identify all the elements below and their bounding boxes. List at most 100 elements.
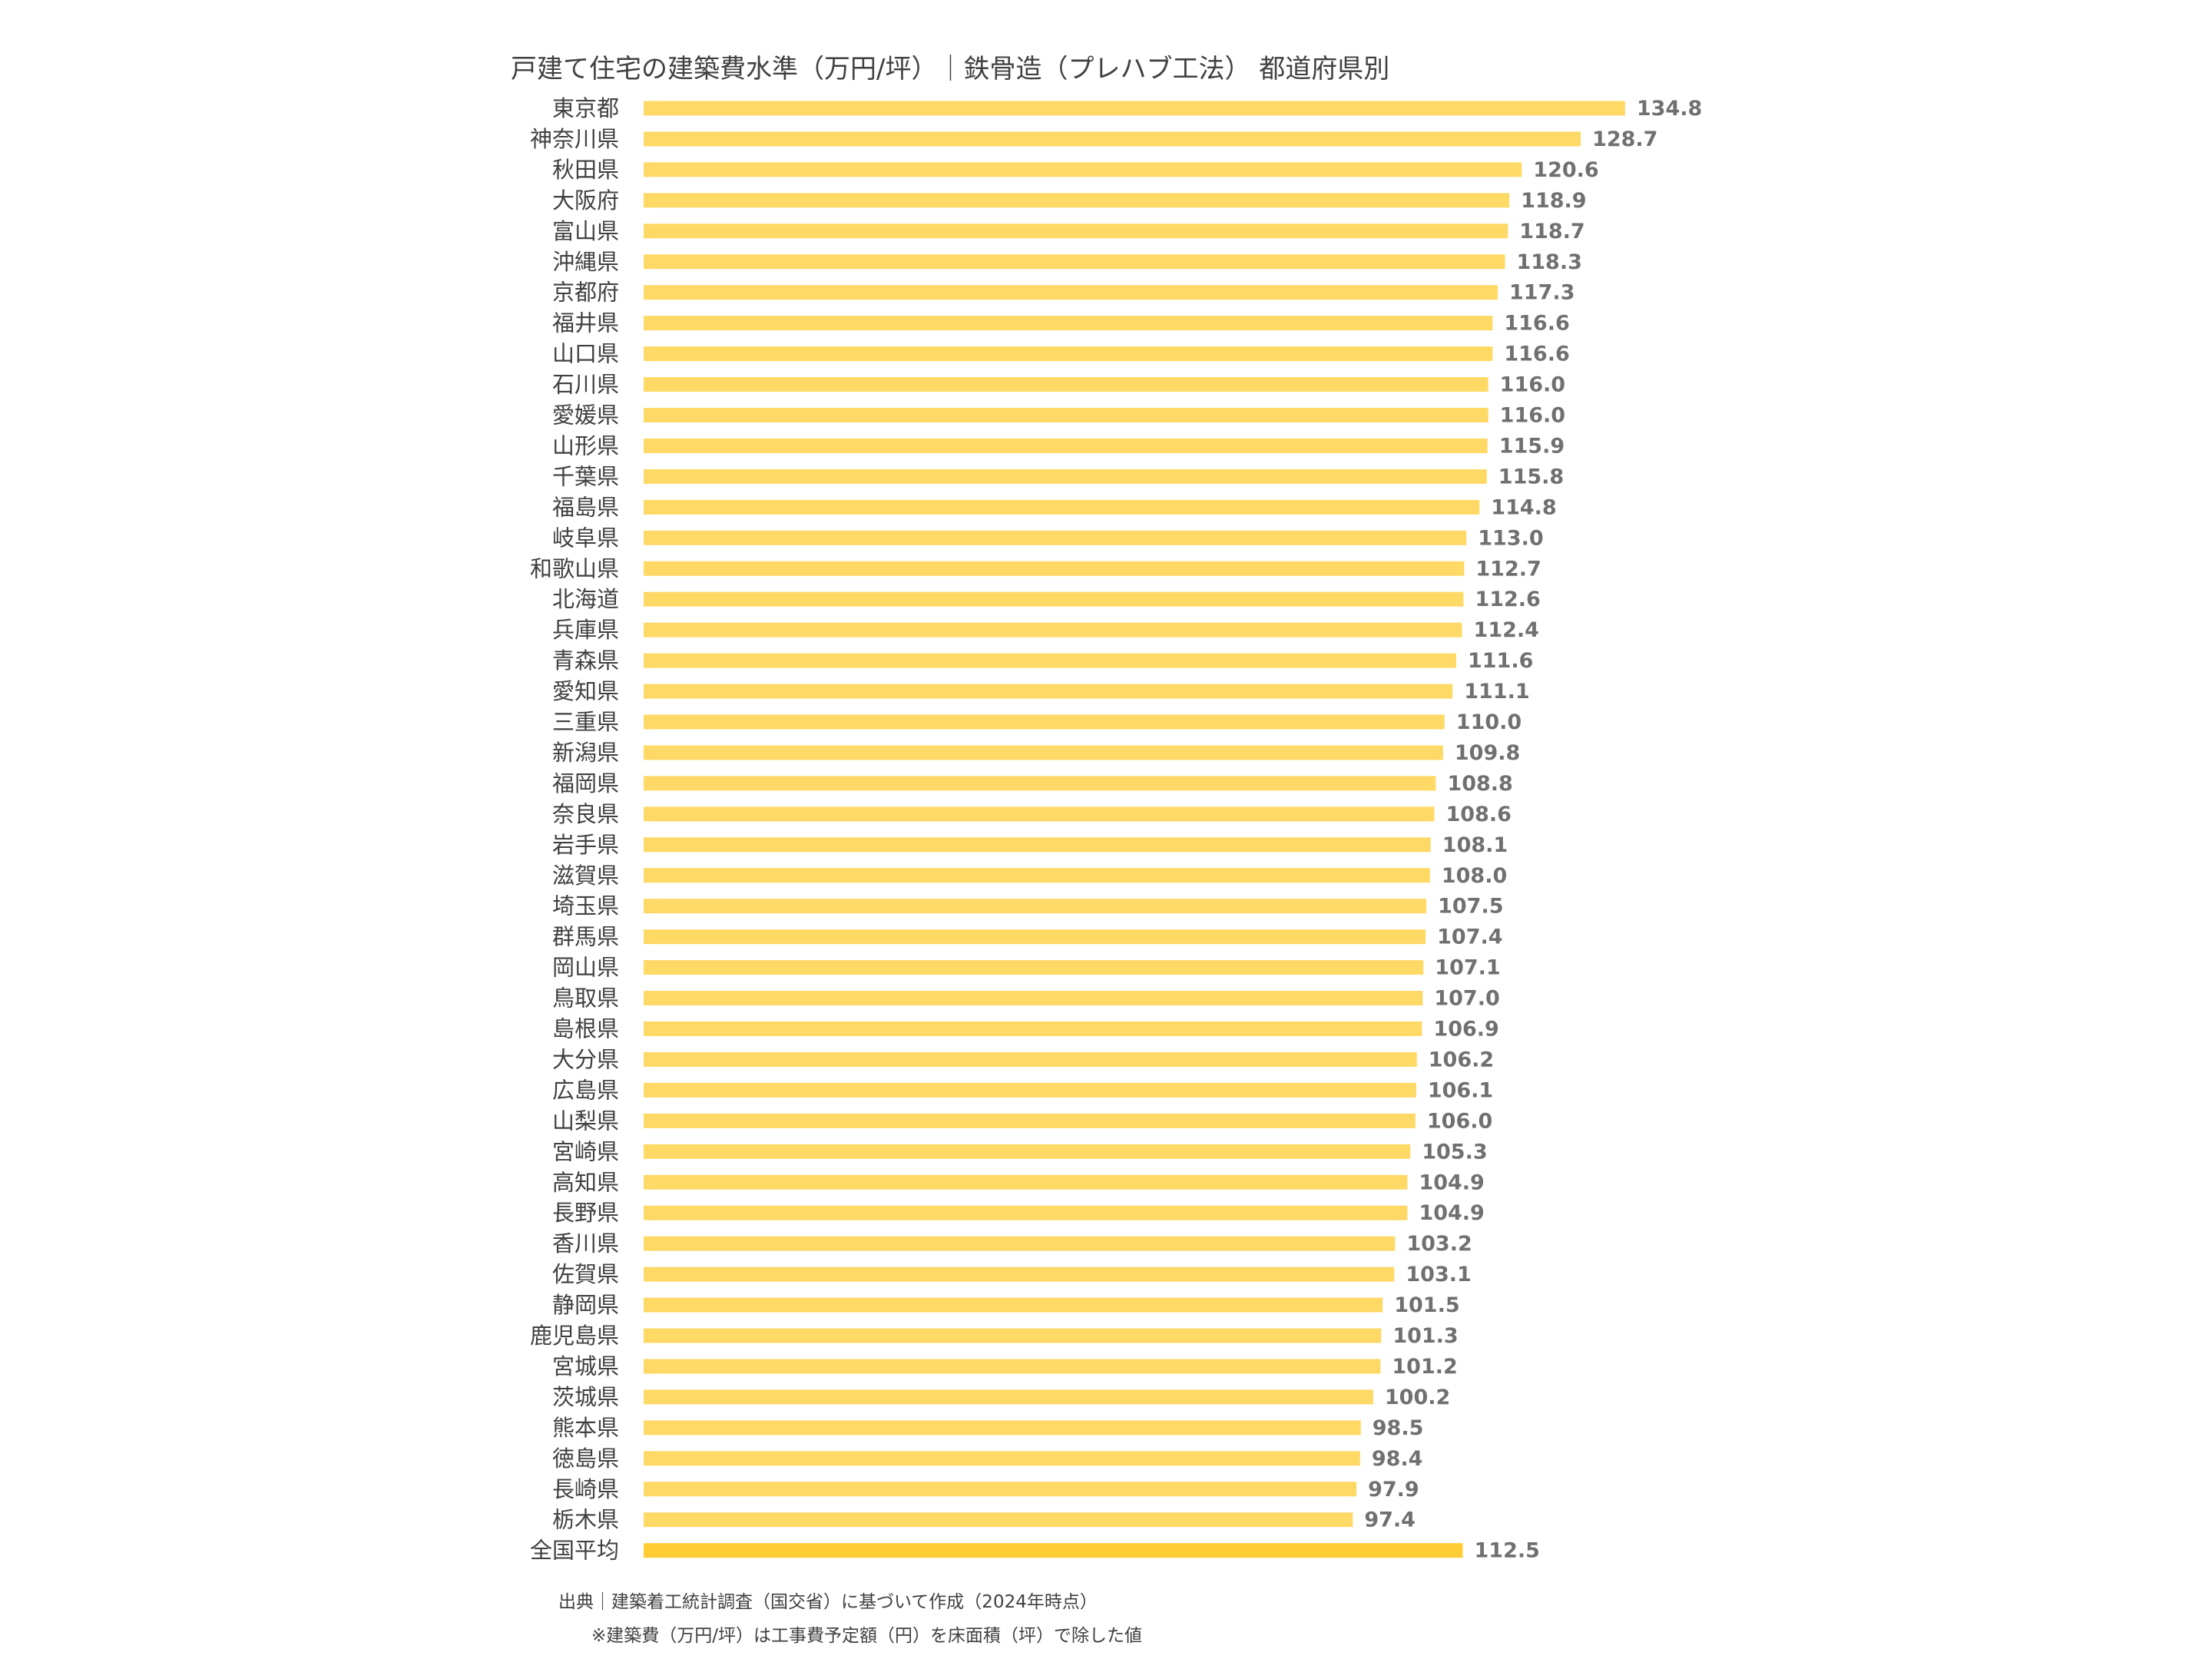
- category-label: 全国平均: [530, 1538, 619, 1564]
- category-label: 三重県: [552, 709, 619, 735]
- category-label: 静岡県: [552, 1292, 619, 1318]
- value-label: 112.4: [1474, 618, 1539, 642]
- category-label: 岡山県: [552, 955, 619, 981]
- value-label: 116.6: [1504, 312, 1569, 336]
- bar: [644, 224, 1508, 239]
- bar: [644, 162, 1522, 177]
- bar: [644, 929, 1426, 945]
- value-label: 108.6: [1446, 803, 1512, 826]
- bar: [644, 684, 1453, 699]
- bar: [644, 469, 1487, 484]
- bar: [644, 1451, 1360, 1466]
- category-label: 鳥取県: [552, 985, 619, 1012]
- value-label: 105.3: [1422, 1140, 1487, 1164]
- bar: [644, 1420, 1361, 1435]
- category-label: 茨城県: [552, 1384, 619, 1410]
- category-label: 長野県: [552, 1200, 619, 1226]
- category-label: 高知県: [552, 1169, 619, 1195]
- value-label: 109.8: [1455, 741, 1520, 765]
- value-label: 101.5: [1394, 1293, 1459, 1317]
- bar: [644, 868, 1430, 883]
- bar: [644, 408, 1488, 422]
- value-label: 98.4: [1372, 1447, 1423, 1471]
- category-label: 北海道: [552, 586, 619, 612]
- source-note: 出典｜建築着工統計調査（国交省）に基づいて作成（2024年時点）: [558, 1592, 1098, 1612]
- category-label: 愛媛県: [552, 402, 619, 429]
- value-label: 98.5: [1373, 1416, 1424, 1440]
- category-label: 石川県: [552, 372, 619, 398]
- bar: [644, 1022, 1422, 1036]
- value-label: 103.1: [1406, 1263, 1471, 1286]
- bar: [644, 991, 1423, 1006]
- category-label: 山形県: [552, 432, 619, 459]
- bar: [644, 131, 1581, 147]
- bar: [644, 776, 1436, 791]
- bar: [644, 1359, 1381, 1374]
- value-label: 116.0: [1500, 404, 1565, 428]
- bar: [644, 254, 1505, 270]
- value-label: 112.6: [1475, 588, 1540, 611]
- bar: [644, 1297, 1383, 1313]
- value-label: 115.8: [1498, 465, 1564, 488]
- value-label: 134.8: [1637, 97, 1702, 121]
- value-label: 103.2: [1406, 1232, 1472, 1256]
- category-label: 千葉県: [552, 463, 619, 489]
- bar: [644, 899, 1427, 914]
- value-label: 118.7: [1519, 220, 1584, 243]
- category-label: 群馬県: [552, 924, 619, 950]
- value-label: 128.7: [1592, 127, 1657, 151]
- bar: [644, 1205, 1408, 1220]
- value-label: 118.9: [1521, 189, 1586, 213]
- bar: [644, 499, 1480, 515]
- value-label: 114.8: [1491, 495, 1556, 519]
- value-label: 112.7: [1475, 557, 1541, 581]
- category-label: 岐阜県: [552, 525, 619, 551]
- value-label: 101.3: [1392, 1324, 1458, 1348]
- category-label: 大阪府: [552, 187, 619, 214]
- value-label: 116.0: [1500, 373, 1565, 397]
- bar: [644, 837, 1431, 853]
- value-label: 108.0: [1442, 864, 1507, 888]
- value-label: 118.3: [1516, 250, 1581, 274]
- value-label: 107.4: [1437, 926, 1502, 949]
- category-label: 岩手県: [552, 832, 619, 858]
- bar: [644, 591, 1464, 607]
- category-label: 神奈川県: [530, 126, 619, 152]
- value-label: 100.2: [1385, 1386, 1450, 1409]
- value-label: 111.6: [1468, 649, 1533, 673]
- category-label: 埼玉県: [552, 893, 619, 919]
- method-note: ※建築費（万円/坪）は工事費予定額（円）を床面積（坪）で除した値: [591, 1626, 1143, 1646]
- bar: [644, 714, 1445, 730]
- average-bar: [644, 1543, 1463, 1558]
- value-label: 104.9: [1419, 1201, 1484, 1225]
- category-label: 香川県: [552, 1230, 619, 1257]
- value-label: 116.6: [1504, 343, 1569, 366]
- category-label: 京都府: [552, 280, 619, 306]
- value-label: 111.1: [1464, 680, 1529, 704]
- category-label: 佐賀県: [552, 1261, 619, 1287]
- category-label: 和歌山県: [530, 555, 619, 581]
- bar: [644, 1051, 1417, 1067]
- category-label: 沖縄県: [552, 249, 619, 275]
- value-label: 120.6: [1533, 158, 1598, 182]
- bar: [644, 193, 1510, 208]
- value-label: 97.9: [1368, 1478, 1419, 1502]
- category-label: 新潟県: [552, 740, 619, 766]
- bar: [644, 346, 1493, 362]
- category-label: 秋田県: [552, 157, 619, 183]
- value-label: 107.1: [1435, 956, 1500, 980]
- value-label: 106.9: [1433, 1018, 1498, 1041]
- value-label: 110.0: [1456, 710, 1522, 734]
- category-label: 福島県: [552, 494, 619, 520]
- category-label: 栃木県: [552, 1507, 619, 1533]
- value-label: 108.1: [1442, 833, 1508, 857]
- bar: [644, 1236, 1396, 1251]
- category-label: 東京都: [552, 95, 619, 121]
- value-label: 115.9: [1499, 434, 1565, 458]
- bar: [644, 960, 1424, 975]
- category-label: 福井県: [552, 310, 619, 336]
- category-label: 福岡県: [552, 770, 619, 796]
- value-label: 113.0: [1478, 526, 1543, 550]
- value-label: 107.0: [1434, 987, 1499, 1011]
